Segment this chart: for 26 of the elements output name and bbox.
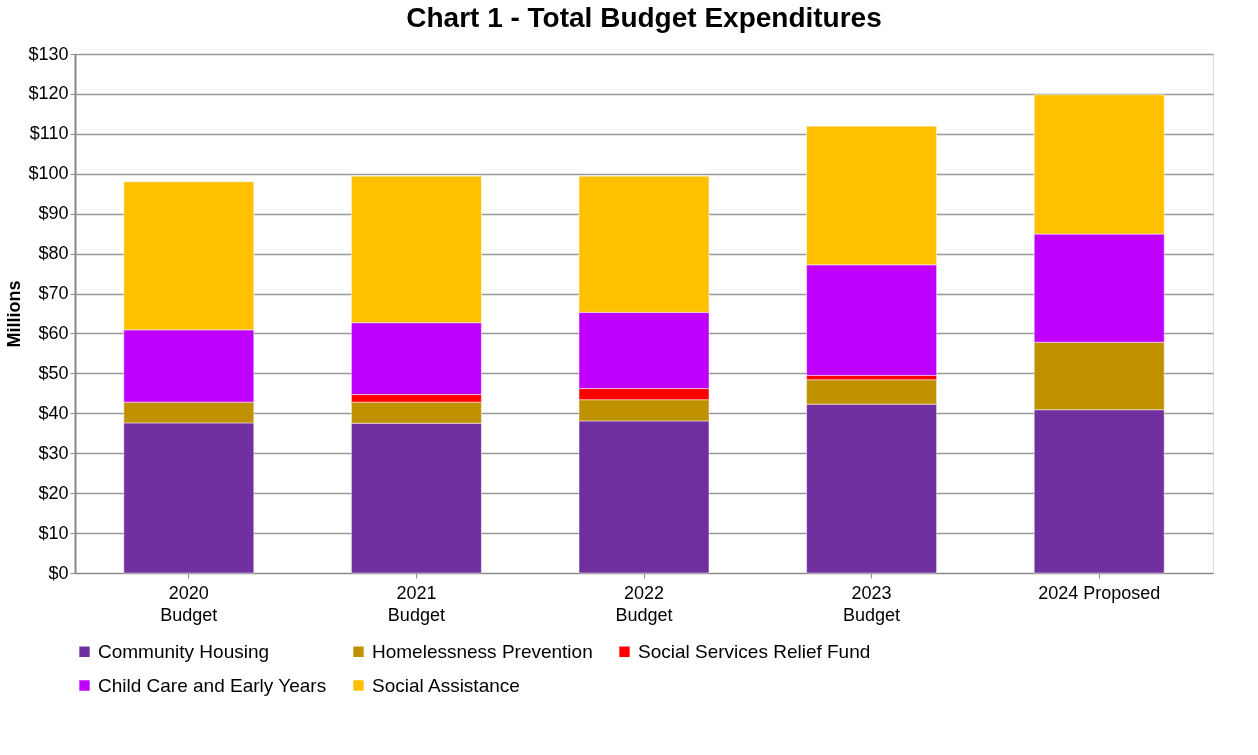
y-tick-label: $30 — [38, 442, 69, 463]
x-tick-label: 2020 Budget — [160, 582, 218, 625]
x-tick-label: 2024 Proposed — [1038, 582, 1161, 603]
legend-label: Social Assistance — [372, 674, 520, 696]
y-tick-label: $90 — [38, 203, 69, 224]
y-tick-label: $60 — [38, 322, 69, 343]
y-tick-label: $120 — [28, 83, 69, 104]
chart-title: Chart 1 - Total Budget Expenditures — [406, 2, 882, 33]
legend-label: Social Services Relief Fund — [638, 640, 871, 662]
y-tick-label: $20 — [38, 482, 69, 503]
legend-label: Child Care and Early Years — [98, 674, 327, 696]
y-tick-label: $0 — [48, 562, 69, 583]
y-tick-label: $130 — [28, 43, 69, 64]
y-tick-label: $70 — [38, 283, 69, 304]
x-tick-label: 2022 Budget — [615, 582, 673, 625]
y-tick-label: $50 — [38, 362, 69, 383]
y-tick-label: $80 — [38, 243, 69, 264]
y-tick-label: $40 — [38, 402, 69, 423]
y-tick-label: $10 — [38, 522, 69, 543]
x-tick-label: 2021 Budget — [387, 582, 445, 625]
x-tick-label: 2023 Budget — [843, 582, 901, 625]
y-axis-title: Millions — [4, 280, 25, 348]
legend-label: Homelessness Prevention — [372, 640, 593, 662]
y-tick-label: $100 — [28, 163, 69, 184]
legend-label: Community Housing — [98, 640, 270, 662]
y-tick-label: $110 — [29, 123, 69, 144]
